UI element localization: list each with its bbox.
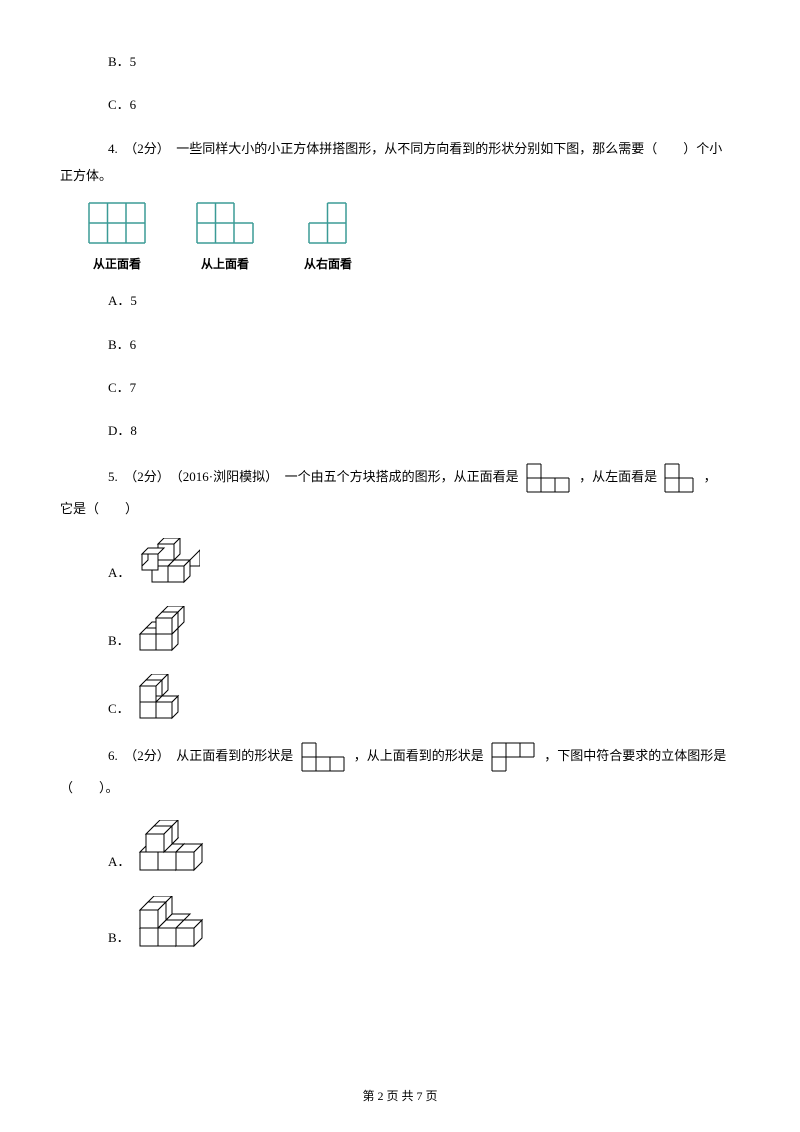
q4-opt-b: B．6	[60, 333, 740, 356]
prev-option-b: B．5	[60, 50, 740, 73]
q4-opt-d: D．8	[60, 419, 740, 442]
q6-opt-a: A．	[60, 820, 740, 874]
q4-views: 从正面看 从上面看 从右面看	[88, 202, 740, 276]
q4-top-grid-icon	[196, 202, 254, 244]
q5-part3: ，	[704, 469, 717, 484]
q6-opt-b-letter: B．	[108, 926, 130, 949]
q5-line2: 它是（ ）	[60, 497, 740, 520]
q5-part1: 5. （2分） （2016·浏阳模拟） 一个由五个方块搭成的图形，从正面看是	[108, 469, 519, 484]
q5-opt-b-icon	[138, 606, 200, 652]
q4-right-grid-icon	[308, 202, 348, 244]
q5-line1: 5. （2分） （2016·浏阳模拟） 一个由五个方块搭成的图形，从正面看是 ，…	[60, 463, 740, 493]
q4-front-grid-icon	[88, 202, 146, 244]
q5-opt-c: C．	[60, 674, 740, 720]
q5-opt-b: B．	[60, 606, 740, 652]
q4-top-label: 从上面看	[201, 254, 249, 276]
q6-opt-a-icon	[138, 820, 216, 874]
q4-prompt-2: 正方体。	[60, 164, 740, 187]
q4-front-label: 从正面看	[93, 254, 141, 276]
q4-view-front: 从正面看	[88, 202, 146, 276]
q6-part3: ，下图中符合要求的立体图形是	[544, 748, 726, 763]
q6-top-view-icon	[491, 742, 537, 772]
q4-right-label: 从右面看	[304, 254, 352, 276]
q6-part1: 6. （2分） 从正面看到的形状是	[108, 748, 293, 763]
q4-view-top: 从上面看	[196, 202, 254, 276]
q6-opt-b-icon	[138, 896, 216, 950]
prev-option-c: C．6	[60, 93, 740, 116]
page-footer: 第 2 页 共 7 页	[0, 1086, 800, 1108]
q4-view-right: 从右面看	[304, 202, 352, 276]
q5-opt-a-letter: A．	[108, 561, 130, 584]
q6-front-view-icon	[301, 742, 347, 772]
q5-left-view-icon	[664, 463, 696, 493]
q5-opt-c-icon	[138, 674, 200, 720]
q6-line2: （ ）。	[60, 776, 740, 799]
q6-opt-b: B．	[60, 896, 740, 950]
q5-opt-c-letter: C．	[108, 697, 130, 720]
q4-prompt-1: 4. （2分） 一些同样大小的小正方体拼搭图形，从不同方向看到的形状分别如下图，…	[60, 137, 740, 160]
q6-part2: ，从上面看到的形状是	[354, 748, 484, 763]
q4-opt-c: C．7	[60, 376, 740, 399]
q5-opt-b-letter: B．	[108, 629, 130, 652]
q5-opt-a: A．	[60, 538, 740, 584]
q6-line1: 6. （2分） 从正面看到的形状是 ，从上面看到的形状是 ，下图中符合要求的立体…	[60, 742, 740, 772]
q5-opt-a-icon	[138, 538, 200, 584]
q6-opt-a-letter: A．	[108, 850, 130, 873]
q5-front-view-icon	[526, 463, 572, 493]
q5-part2: ，从左面看是	[579, 469, 657, 484]
q4-opt-a: A．5	[60, 289, 740, 312]
